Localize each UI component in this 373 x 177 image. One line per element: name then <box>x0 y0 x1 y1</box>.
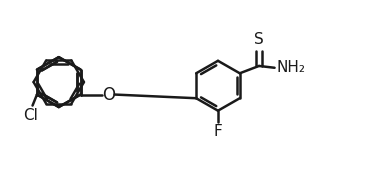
Text: S: S <box>254 32 264 47</box>
Text: Cl: Cl <box>23 109 38 124</box>
Text: NH₂: NH₂ <box>276 60 305 75</box>
Text: O: O <box>102 85 115 104</box>
Text: F: F <box>214 124 222 139</box>
